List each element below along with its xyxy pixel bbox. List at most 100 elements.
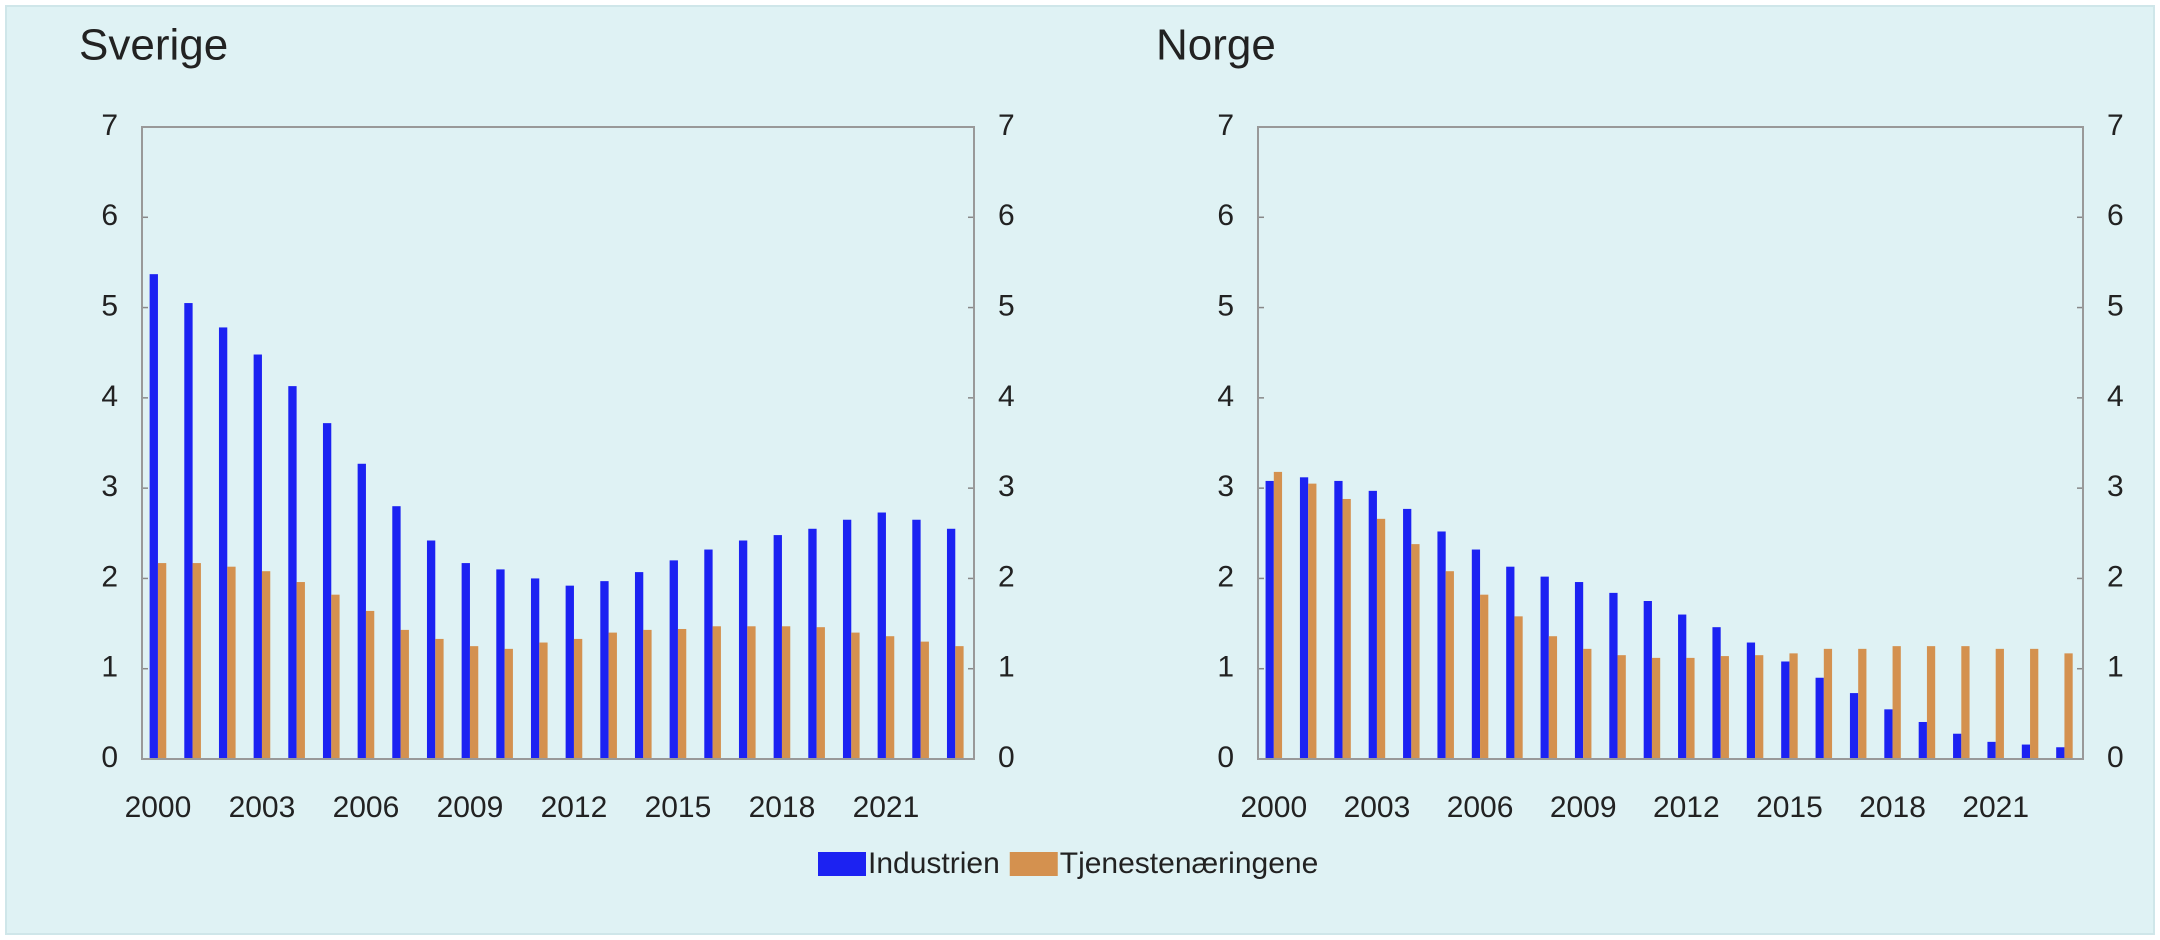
bar <box>634 572 644 759</box>
bar <box>851 632 860 759</box>
bar <box>227 566 236 759</box>
bar <box>1342 498 1351 759</box>
bar <box>1918 721 1927 759</box>
bar <box>322 423 332 759</box>
bar <box>1480 594 1489 759</box>
bar <box>1995 648 2004 759</box>
x-tick-label: 2021 <box>853 791 920 824</box>
bar <box>1548 636 1558 759</box>
y-tick-label: 2 <box>101 560 118 593</box>
bar <box>712 626 721 759</box>
bar <box>773 535 782 759</box>
bar <box>357 463 366 759</box>
y2-tick-label: 1 <box>998 651 1015 684</box>
y-tick-label: 1 <box>101 651 118 684</box>
x-tick-label: 2006 <box>1447 791 1514 824</box>
bar <box>1651 657 1661 759</box>
bar <box>1712 627 1721 759</box>
x-tick-label: 2015 <box>1756 791 1823 824</box>
bar <box>539 642 548 759</box>
bar <box>2021 744 2031 759</box>
y2-tick-label: 5 <box>998 289 1015 322</box>
bar <box>816 627 825 759</box>
bar <box>1678 614 1687 759</box>
bar <box>608 632 617 759</box>
x-tick-label: 2000 <box>1240 791 1307 824</box>
y-tick-label: 6 <box>101 199 118 232</box>
bar <box>808 528 817 759</box>
bar <box>1368 490 1377 759</box>
x-tick-label: 2000 <box>125 791 192 824</box>
x-tick-label: 2012 <box>1653 791 1720 824</box>
bar <box>842 519 852 759</box>
x-tick-label: 2009 <box>437 791 504 824</box>
bar <box>400 629 409 759</box>
y-tick-label: 3 <box>1217 470 1234 503</box>
bar <box>885 636 895 759</box>
bar <box>1953 733 1962 759</box>
y-tick-label: 7 <box>1217 109 1234 142</box>
bar <box>1376 518 1386 759</box>
x-tick-label: 2021 <box>1962 791 2029 824</box>
bar <box>1815 677 1824 759</box>
bar <box>2056 747 2065 759</box>
bar <box>461 563 470 759</box>
y-tick-label: 2 <box>1217 560 1234 593</box>
bar <box>1308 483 1317 759</box>
y-tick-label: 5 <box>1217 289 1234 322</box>
legend-label: Industrien <box>868 847 1000 880</box>
bar <box>669 560 678 759</box>
bar <box>435 638 444 759</box>
bar <box>1445 571 1454 759</box>
y2-tick-label: 1 <box>2107 651 2124 684</box>
bar <box>1789 653 1798 759</box>
bar <box>1926 646 1936 759</box>
bar <box>1506 566 1515 759</box>
bar <box>677 628 687 759</box>
y-tick-label: 0 <box>101 741 118 774</box>
bar <box>1884 709 1893 759</box>
bar <box>1299 477 1309 759</box>
bar <box>946 528 956 759</box>
plot-frame <box>141 126 975 760</box>
bar <box>1265 480 1274 759</box>
bar <box>912 519 921 759</box>
bar <box>157 563 167 759</box>
bar <box>955 646 964 759</box>
bar <box>1411 544 1420 759</box>
y2-tick-label: 6 <box>2107 199 2124 232</box>
bar <box>184 303 193 759</box>
y2-tick-label: 2 <box>2107 560 2124 593</box>
bar <box>504 648 513 759</box>
y2-tick-label: 3 <box>998 470 1015 503</box>
x-tick-label: 2015 <box>645 791 712 824</box>
y-tick-label: 4 <box>1217 380 1234 413</box>
bar <box>496 569 505 759</box>
bar <box>781 626 791 759</box>
y-tick-label: 3 <box>101 470 118 503</box>
bar <box>1781 661 1790 759</box>
bar <box>426 540 436 759</box>
y-tick-label: 4 <box>101 380 118 413</box>
bar <box>192 563 201 759</box>
y2-tick-label: 4 <box>998 380 1015 413</box>
bar <box>1892 646 1901 759</box>
bar <box>1755 655 1764 759</box>
plot-frame <box>1257 126 2084 760</box>
bar <box>1334 480 1343 759</box>
bar <box>877 512 886 759</box>
y2-tick-label: 7 <box>998 109 1015 142</box>
x-tick-label: 2012 <box>541 791 608 824</box>
bar <box>530 578 540 759</box>
y-tick-label: 0 <box>1217 741 1234 774</box>
y2-tick-label: 5 <box>2107 289 2124 322</box>
x-tick-label: 2003 <box>229 791 296 824</box>
bar <box>738 540 748 759</box>
y2-tick-label: 4 <box>2107 380 2124 413</box>
bar <box>1514 616 1523 759</box>
bar <box>1540 576 1549 759</box>
bar <box>331 594 340 759</box>
chart-title: Norge <box>1156 21 1276 70</box>
bar <box>288 386 297 759</box>
